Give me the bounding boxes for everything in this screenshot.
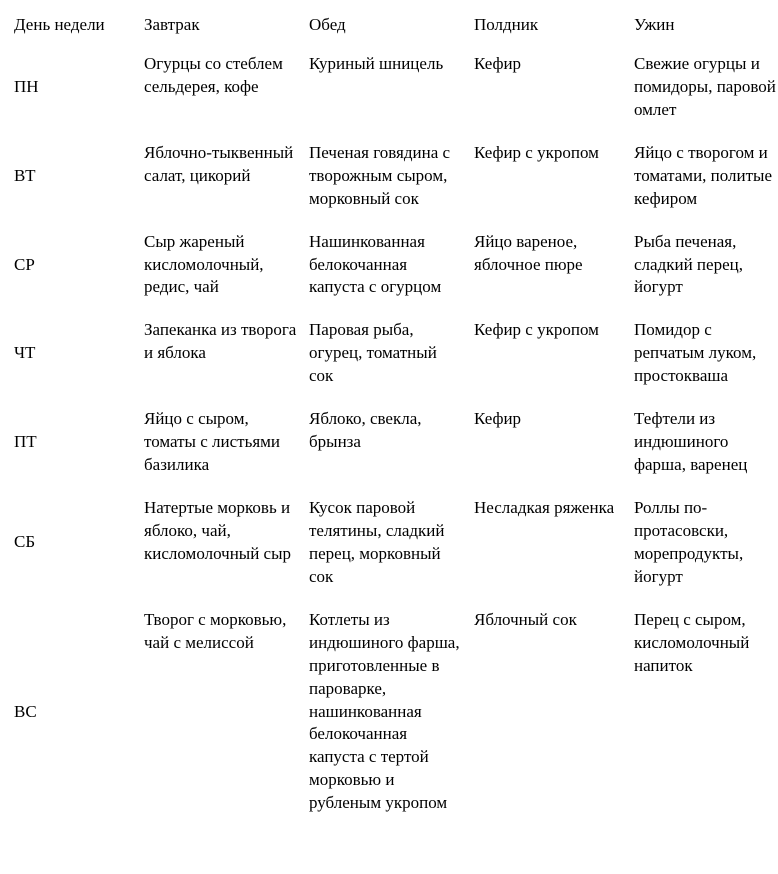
cell-snack: Несладкая ряженка [468,487,628,599]
cell-day: СБ [8,487,138,599]
cell-day: ВТ [8,132,138,221]
cell-snack: Кефир [468,43,628,132]
cell-dinner: Рыба печеная, сладкий перец, йогурт [628,221,778,310]
table-row: ПТ Яйцо с сыром, томаты с листьями базил… [8,398,778,487]
cell-day: ПН [8,43,138,132]
cell-breakfast: Яйцо с сыром, томаты с листьями базилика [138,398,303,487]
cell-breakfast: Запеканка из творога и яблока [138,309,303,398]
cell-day: СР [8,221,138,310]
cell-day: ПТ [8,398,138,487]
cell-snack: Кефир [468,398,628,487]
cell-breakfast: Огурцы со стеблем сельдерея, кофе [138,43,303,132]
cell-snack: Кефир с укропом [468,132,628,221]
table-header-row: День недели Завтрак Обед Полдник Ужин [8,8,778,43]
cell-lunch: Яблоко, свекла, брынза [303,398,468,487]
cell-dinner: Тефтели из индюшиного фарша, варенец [628,398,778,487]
col-header-day: День недели [8,8,138,43]
cell-lunch: Котлеты из индюшиного фарша, приготовлен… [303,599,468,825]
table-row: СР Сыр жареный кисломолочный, редис, чай… [8,221,778,310]
col-header-breakfast: Завтрак [138,8,303,43]
cell-lunch: Паровая рыба, огурец, томатный сок [303,309,468,398]
cell-day: ЧТ [8,309,138,398]
cell-breakfast: Сыр жареный кисломолочный, редис, чай [138,221,303,310]
cell-snack: Кефир с укропом [468,309,628,398]
cell-lunch: Кусок паровой телятины, сладкий перец, м… [303,487,468,599]
table-row: СБ Натертые морковь и яблоко, чай, кисло… [8,487,778,599]
col-header-lunch: Обед [303,8,468,43]
cell-dinner: Помидор с репчатым луком, простокваша [628,309,778,398]
cell-snack: Яблочный сок [468,599,628,825]
cell-day: ВС [8,599,138,825]
col-header-snack: Полдник [468,8,628,43]
cell-dinner: Яйцо с творогом и томатами, политые кефи… [628,132,778,221]
cell-lunch: Печеная говядина с творожным сыром, морк… [303,132,468,221]
meal-plan-table: День недели Завтрак Обед Полдник Ужин ПН… [8,8,778,825]
cell-breakfast: Творог с морковью, чай с мелиссой [138,599,303,825]
cell-lunch: Куриный шницель [303,43,468,132]
cell-dinner: Роллы по-протасовски, морепродукты, йогу… [628,487,778,599]
cell-breakfast: Натертые морковь и яблоко, чай, кисломол… [138,487,303,599]
table-row: ПН Огурцы со стеблем сельдерея, кофе Кур… [8,43,778,132]
cell-breakfast: Яблочно-тыквенный салат, цикорий [138,132,303,221]
cell-snack: Яйцо вареное, яблочное пюре [468,221,628,310]
table-row: ВТ Яблочно-тыквенный салат, цикорий Пече… [8,132,778,221]
col-header-dinner: Ужин [628,8,778,43]
cell-lunch: Нашинкованная белокочанная капуста с огу… [303,221,468,310]
cell-dinner: Свежие огурцы и помидоры, паровой омлет [628,43,778,132]
table-row: ВС Творог с морковью, чай с мелиссой Кот… [8,599,778,825]
cell-dinner: Перец с сыром, кисломолочный напиток [628,599,778,825]
table-row: ЧТ Запеканка из творога и яблока Паровая… [8,309,778,398]
